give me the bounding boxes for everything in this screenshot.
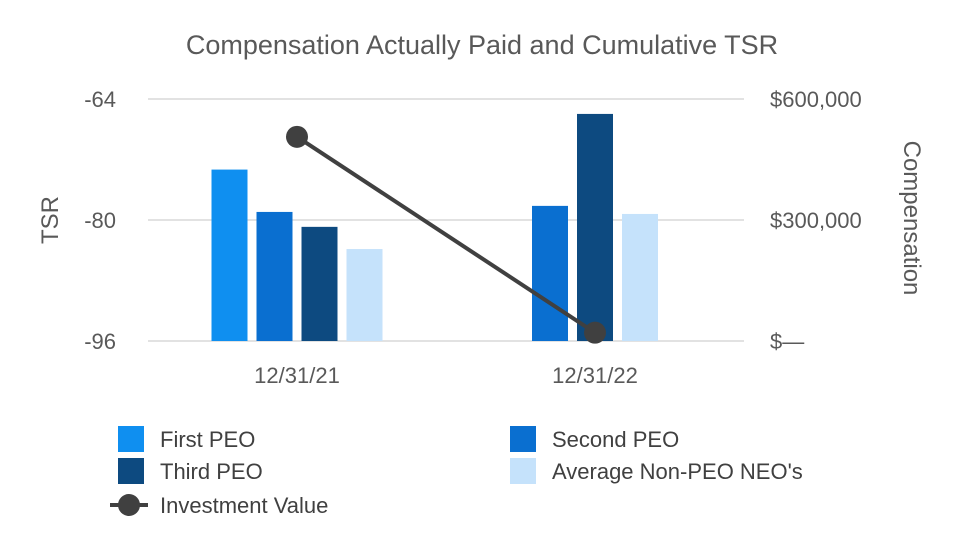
- investment-value-point: [286, 125, 308, 148]
- legend-swatch: [118, 458, 144, 484]
- bar-second-peo-1: [532, 205, 568, 341]
- legend-swatch: [118, 426, 144, 452]
- bar-third-peo-0: [301, 226, 338, 341]
- legend-swatch: [510, 458, 536, 484]
- legend-swatch: [510, 426, 536, 452]
- x-tick-label: 12/31/21: [254, 363, 340, 388]
- bar-second-peo-0: [256, 211, 293, 341]
- left-axis-label: TSR: [37, 196, 64, 244]
- legend-label: Investment Value: [160, 493, 328, 518]
- legend-line-marker: [118, 494, 140, 516]
- legend-label: Second PEO: [552, 427, 679, 452]
- x-axis-ticks: 12/31/21 12/31/22: [254, 363, 638, 388]
- right-tick-label: $300,000: [770, 208, 862, 233]
- left-tick-label: -80: [84, 208, 116, 233]
- investment-value-line: [295, 135, 597, 335]
- bar-average-non-peo-neo-s-1: [622, 213, 658, 341]
- left-axis-ticks: -64 -80 -96: [84, 87, 116, 354]
- legend: First PEO Second PEO Third PEO Average Non-…: [110, 426, 803, 518]
- line-series: [286, 125, 606, 344]
- left-tick-label: -64: [84, 87, 116, 112]
- bar-group: [211, 113, 658, 341]
- right-tick-label: $600,000: [770, 87, 862, 112]
- investment-value-point: [584, 321, 606, 344]
- right-axis-ticks: $600,000 $300,000 $—: [770, 87, 862, 354]
- legend-label: Average Non-PEO NEO's: [552, 459, 803, 484]
- chart-title: Compensation Actually Paid and Cumulativ…: [186, 30, 778, 60]
- legend-label: Third PEO: [160, 459, 263, 484]
- bar-third-peo-1: [577, 113, 613, 341]
- left-tick-label: -96: [84, 329, 116, 354]
- bar-first-peo-0: [211, 169, 248, 341]
- legend-label: First PEO: [160, 427, 255, 452]
- x-tick-label: 12/31/22: [552, 363, 638, 388]
- right-axis-label: Compensation: [898, 141, 925, 296]
- bar-average-non-peo-neo-s-0: [346, 249, 383, 341]
- right-tick-label: $—: [770, 329, 804, 354]
